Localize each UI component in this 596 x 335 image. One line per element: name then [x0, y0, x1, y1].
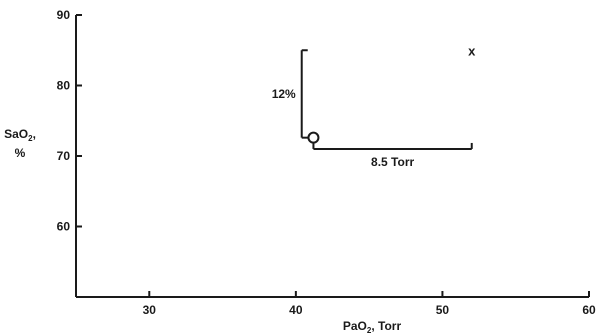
- y-tick-label-60: 60: [57, 220, 71, 234]
- x-tick-label-50: 50: [436, 303, 450, 317]
- horizontal-bracket-label: 8.5 Torr: [371, 155, 414, 169]
- data-point-x: x: [468, 43, 476, 58]
- x-tick-label-40: 40: [289, 303, 303, 317]
- y-tick-label-90: 90: [57, 8, 71, 22]
- x-axis-title: PaO2, Torr: [343, 319, 402, 335]
- axes: [75, 15, 589, 298]
- x-tick-label-60: 60: [582, 303, 596, 317]
- y-tick-label-70: 70: [57, 149, 71, 163]
- ticks: 30 40 50 60 60 70 80 90: [57, 8, 596, 317]
- y-axis-title: SaO2,: [4, 127, 36, 143]
- data-point-circle: [307, 131, 320, 144]
- data-points: x: [307, 43, 476, 144]
- x-tick-label-30: 30: [143, 303, 157, 317]
- y-axis-title-unit: %: [15, 146, 26, 160]
- annotations: 12% 8.5 Torr: [272, 49, 473, 169]
- vertical-bracket-label: 12%: [272, 87, 296, 101]
- y-tick-label-80: 80: [57, 79, 71, 93]
